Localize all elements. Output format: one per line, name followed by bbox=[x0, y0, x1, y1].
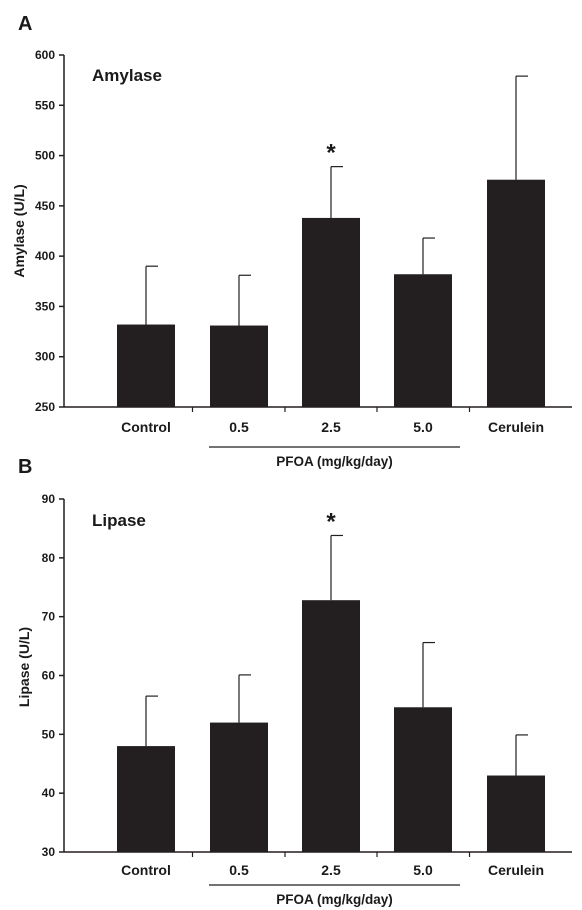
x-tick-label: 0.5 bbox=[229, 862, 249, 878]
chart-title: Lipase bbox=[92, 511, 146, 530]
y-tick-label: 70 bbox=[42, 610, 56, 624]
x-tick-label: 2.5 bbox=[321, 862, 341, 878]
panel-a-amylase: A Amylase Amylase (U/L) Control 0.5 * 2.5 5.… bbox=[11, 13, 572, 469]
y-tick-label: 400 bbox=[35, 249, 55, 263]
x-tick-label: Cerulein bbox=[488, 862, 544, 878]
y-tick-label: 300 bbox=[35, 350, 55, 364]
bar bbox=[302, 217, 360, 407]
y-tick-label: 80 bbox=[42, 551, 56, 565]
x-tick-label: 2.5 bbox=[321, 419, 341, 435]
x-tick-label: 5.0 bbox=[413, 862, 433, 878]
y-tick-label: 30 bbox=[42, 845, 56, 859]
x-tick-label: Cerulein bbox=[488, 419, 544, 435]
bar bbox=[302, 600, 360, 852]
y-axis-label: Amylase (U/L) bbox=[11, 184, 27, 277]
y-tick-label: 550 bbox=[35, 98, 55, 112]
y-tick-label: 600 bbox=[35, 48, 55, 62]
y-tick-label: 450 bbox=[35, 199, 55, 213]
x-tick-label: 5.0 bbox=[413, 419, 433, 435]
group-label: PFOA (mg/kg/day) bbox=[276, 892, 393, 907]
x-tick-label: 0.5 bbox=[229, 419, 249, 435]
bar bbox=[210, 325, 268, 407]
bar bbox=[487, 179, 545, 407]
significance-marker: * bbox=[326, 140, 336, 167]
group-label: PFOA (mg/kg/day) bbox=[276, 454, 393, 469]
y-axis-label: Lipase (U/L) bbox=[16, 627, 32, 707]
bar bbox=[117, 324, 175, 407]
bar bbox=[394, 707, 452, 852]
significance-marker: * bbox=[326, 508, 336, 535]
x-tick-label: Control bbox=[121, 862, 171, 878]
y-tick-label: 40 bbox=[42, 786, 56, 800]
y-tick-label: 90 bbox=[42, 492, 56, 506]
y-tick-label: 50 bbox=[42, 727, 56, 741]
chart-title: Amylase bbox=[92, 66, 162, 85]
y-tick-label: 60 bbox=[42, 669, 56, 683]
y-tick-label: 500 bbox=[35, 149, 55, 163]
x-tick-label: Control bbox=[121, 419, 171, 435]
bar bbox=[487, 775, 545, 852]
bar bbox=[394, 274, 452, 407]
panel-b-lipase: B Lipase Lipase (U/L) Control 0.5*2.5 5.0 C… bbox=[16, 456, 572, 907]
panel-letter: A bbox=[18, 13, 32, 35]
bar bbox=[117, 746, 175, 852]
y-tick-label: 250 bbox=[35, 400, 55, 414]
bar bbox=[210, 722, 268, 852]
plot-area: Control 0.5 * 2.5 5.0 Cerulein 30 40 50 60 70 80 90 P… bbox=[42, 492, 572, 907]
plot-area: Control 0.5 * 2.5 5.0 Cerulein 250 300 350 400 450… bbox=[35, 48, 572, 469]
y-tick-label: 350 bbox=[35, 299, 55, 313]
panel-letter: B bbox=[18, 456, 32, 478]
